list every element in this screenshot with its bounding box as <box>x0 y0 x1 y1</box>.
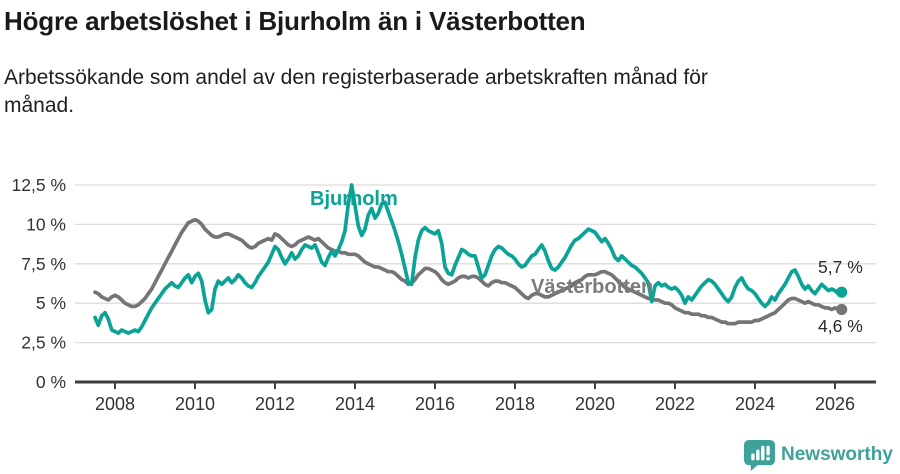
newsworthy-brand-text: Newsworthy <box>781 444 893 465</box>
newsworthy-logo-icon <box>744 439 775 471</box>
series-label-vasterbotten: Västerbotten <box>531 276 654 298</box>
chart-subtitle: Arbetssökande som andel av den registerb… <box>4 64 884 120</box>
x-axis-tick-label: 2018 <box>495 394 535 414</box>
x-axis-tick-label: 2026 <box>815 394 855 414</box>
newsworthy-brand-link[interactable]: Newsworthy <box>744 439 893 471</box>
end-value-label-vasterbotten: 4,6 % <box>818 316 863 336</box>
end-point-dot-västerbotten <box>836 303 848 316</box>
x-axis-tick-label: 2008 <box>95 394 135 414</box>
x-axis-tick-label: 2024 <box>735 394 775 414</box>
x-axis-tick-label: 2014 <box>335 394 375 414</box>
x-axis-tick-label: 2022 <box>655 394 695 414</box>
y-axis-tick-label: 2,5 % <box>21 333 66 353</box>
chart-subtitle-line-1: Arbetssökande som andel av den registerb… <box>4 66 708 89</box>
page-title: Högre arbetslöshet i Bjurholm än i Väste… <box>4 6 586 36</box>
end-point-dot-bjurholm <box>836 286 848 298</box>
y-axis-tick-label: 12,5 % <box>12 175 66 195</box>
x-axis-tick-label: 2020 <box>575 394 615 414</box>
end-value-label-bjurholm: 5,7 % <box>818 257 863 277</box>
y-axis-tick-label: 10 % <box>26 214 66 234</box>
y-axis-tick-label: 5 % <box>36 293 66 313</box>
x-axis-tick-label: 2016 <box>415 394 455 414</box>
y-axis-tick-label: 0 % <box>36 372 66 392</box>
x-axis-tick-label: 2010 <box>175 394 215 414</box>
chart-subtitle-line-2: månad. <box>4 94 75 117</box>
x-axis-tick-label: 2012 <box>255 394 295 414</box>
series-line-bjurholm <box>93 183 844 335</box>
series-line-västerbotten <box>93 217 844 326</box>
series-label-bjurholm: Bjurholm <box>310 188 398 210</box>
y-axis-tick-label: 7,5 % <box>21 254 66 274</box>
